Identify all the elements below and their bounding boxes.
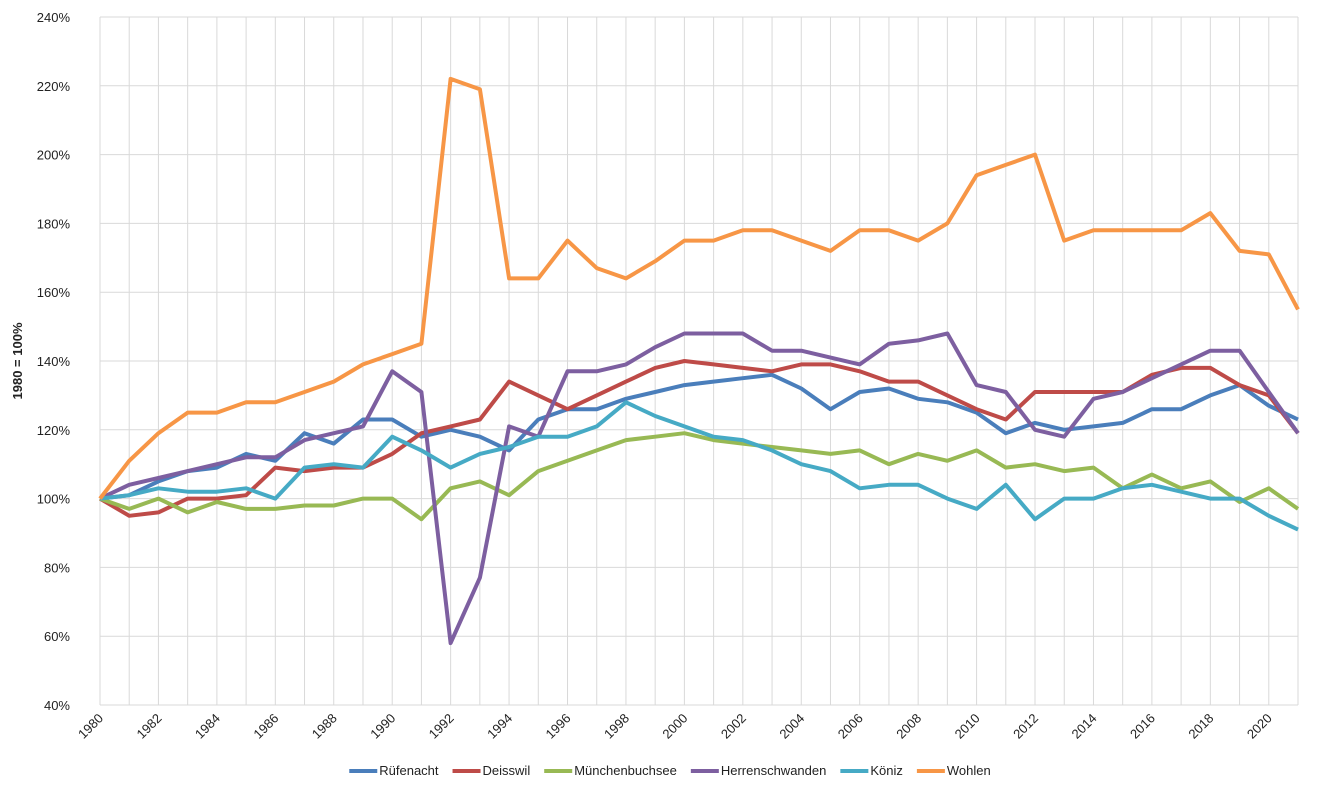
x-tick-label: 2016 (1127, 711, 1158, 742)
y-tick-label: 240% (37, 10, 71, 25)
y-tick-label: 160% (37, 285, 71, 300)
x-tick-label: 1984 (192, 711, 223, 742)
x-tick-label: 2008 (893, 711, 924, 742)
x-tick-label: 2020 (1244, 711, 1275, 742)
x-tick-label: 2004 (776, 711, 807, 742)
y-tick-label: 200% (37, 148, 71, 163)
legend-label: Wohlen (947, 763, 991, 778)
legend: Rüfenacht Deisswil Münchenbuchsee Herrensch… (349, 763, 991, 778)
legend-label: Herrenschwanden (721, 763, 827, 778)
y-tick-label: 180% (37, 216, 71, 231)
x-tick-label: 1992 (426, 711, 457, 742)
y-tick-label: 60% (44, 629, 70, 644)
y-tick-label: 140% (37, 354, 71, 369)
y-tick-label: 100% (37, 492, 71, 507)
x-tick-label: 1994 (484, 711, 515, 742)
legend-label: Rüfenacht (379, 763, 439, 778)
series-line (99, 400, 1299, 532)
series-line (99, 431, 1300, 522)
x-tick-label: 2012 (1010, 711, 1041, 742)
x-tick-label: 2010 (952, 711, 983, 742)
y-tick-label: 40% (44, 698, 70, 713)
legend-label: Deisswil (483, 763, 531, 778)
legend-label: Köniz (870, 763, 903, 778)
x-tick-label: 1990 (367, 711, 398, 742)
legend-label: Münchenbuchsee (574, 763, 677, 778)
series-line (99, 331, 1300, 646)
x-tick-label: 1980 (75, 711, 106, 742)
y-tick-label: 220% (37, 79, 71, 94)
x-tick-label: 1988 (309, 711, 340, 742)
x-tick-label: 2014 (1069, 711, 1100, 742)
series-line (98, 76, 1300, 500)
x-tick-label: 2018 (1185, 711, 1216, 742)
y-tick-label: 120% (37, 423, 71, 438)
x-tick-label: 1998 (601, 711, 632, 742)
x-tick-label: 1996 (543, 711, 574, 742)
series-line (99, 372, 1299, 501)
x-tick-label: 1986 (250, 711, 281, 742)
y-axis-label: 1980 = 100% (10, 322, 25, 399)
x-tick-label: 2000 (659, 711, 690, 742)
x-tick-label: 2006 (835, 711, 866, 742)
y-tick-label: 80% (44, 560, 70, 575)
x-tick-label: 1982 (134, 711, 165, 742)
x-tick-label: 2002 (718, 711, 749, 742)
